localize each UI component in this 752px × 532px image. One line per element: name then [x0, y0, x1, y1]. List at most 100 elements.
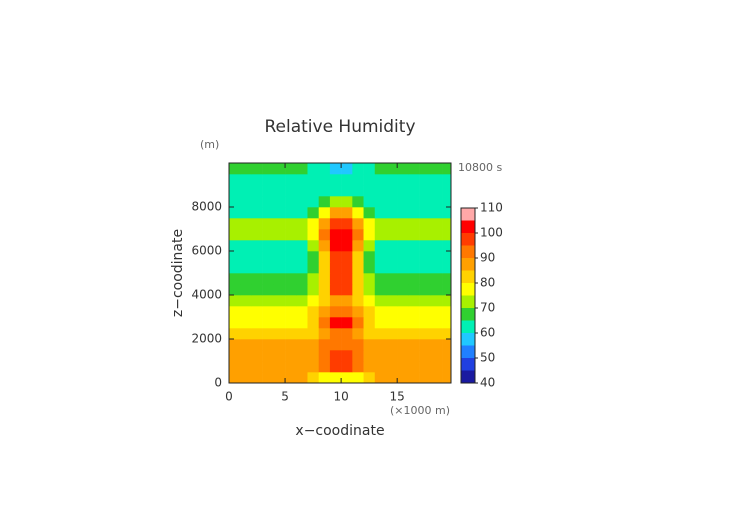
cell [285, 185, 297, 197]
cell [329, 185, 342, 197]
cell [285, 273, 297, 285]
cell [296, 328, 308, 340]
cell [397, 361, 409, 373]
cell [374, 229, 387, 241]
cell [374, 372, 387, 384]
cell [318, 317, 331, 329]
cell [296, 207, 308, 219]
cell [341, 251, 353, 263]
cell [229, 218, 241, 230]
cell [262, 229, 275, 241]
cell [285, 207, 297, 219]
cell [352, 350, 364, 362]
cell [385, 295, 398, 307]
cell [285, 251, 297, 263]
cell [296, 295, 308, 307]
cell [442, 339, 452, 351]
cell [419, 240, 432, 252]
cell [430, 339, 443, 351]
cell [397, 174, 409, 186]
cell [352, 361, 364, 373]
cell [363, 240, 376, 252]
cell [374, 295, 387, 307]
cell [341, 350, 353, 362]
cell [419, 328, 432, 340]
cell [240, 295, 252, 307]
cell [363, 218, 376, 230]
cell [408, 185, 420, 197]
cell [329, 240, 342, 252]
colorbar-bin [461, 220, 475, 233]
cell [329, 317, 342, 329]
cell [442, 306, 452, 318]
cell [430, 229, 443, 241]
cell [385, 163, 398, 175]
cell [251, 251, 263, 263]
cell [262, 185, 275, 197]
cell [385, 372, 398, 384]
cell [374, 273, 387, 285]
cell [229, 229, 241, 241]
cell [430, 218, 443, 230]
y-tick-label: 6000 [191, 244, 222, 258]
cell [251, 284, 263, 296]
cell [374, 284, 387, 296]
cell [251, 328, 263, 340]
cell [318, 273, 331, 285]
cell [285, 174, 297, 186]
cell [296, 372, 308, 384]
cell [318, 306, 331, 318]
cell [307, 339, 319, 351]
cell [374, 174, 387, 186]
plot-frame [228, 162, 452, 384]
cell [442, 251, 452, 263]
colorbar-tick-label: 100 [480, 226, 503, 240]
cell [318, 262, 331, 274]
cell [397, 339, 409, 351]
cell [307, 207, 319, 219]
colorbar-bin [461, 370, 475, 383]
cell [430, 251, 443, 263]
cell [419, 229, 432, 241]
cell [385, 317, 398, 329]
colorbar-bin [461, 308, 475, 321]
y-axis-title: z−coodinate [170, 229, 186, 317]
cell [352, 251, 364, 263]
cell [251, 317, 263, 329]
cell [318, 350, 331, 362]
cell [318, 339, 331, 351]
cell [262, 196, 275, 208]
cell [408, 317, 420, 329]
cell [329, 174, 342, 186]
cell [363, 306, 376, 318]
cell [229, 185, 241, 197]
cell [285, 163, 297, 175]
cell [329, 251, 342, 263]
colorbar-tick-label: 70 [480, 301, 495, 315]
cell [273, 218, 286, 230]
cell [285, 262, 297, 274]
cell [430, 174, 443, 186]
cell [251, 218, 263, 230]
cell [374, 361, 387, 373]
cell [341, 174, 353, 186]
cell [363, 251, 376, 263]
colorbar-bin [461, 208, 475, 221]
cell [419, 251, 432, 263]
cell [262, 350, 275, 362]
cell [262, 317, 275, 329]
cell [397, 350, 409, 362]
cell [419, 306, 432, 318]
cell [419, 339, 432, 351]
cell [341, 207, 353, 219]
cell [442, 350, 452, 362]
cell [385, 174, 398, 186]
cell [329, 361, 342, 373]
cell [329, 163, 342, 175]
cell [318, 240, 331, 252]
cell [408, 273, 420, 285]
cell [251, 295, 263, 307]
cell [408, 262, 420, 274]
cell [273, 273, 286, 285]
cell [329, 306, 342, 318]
